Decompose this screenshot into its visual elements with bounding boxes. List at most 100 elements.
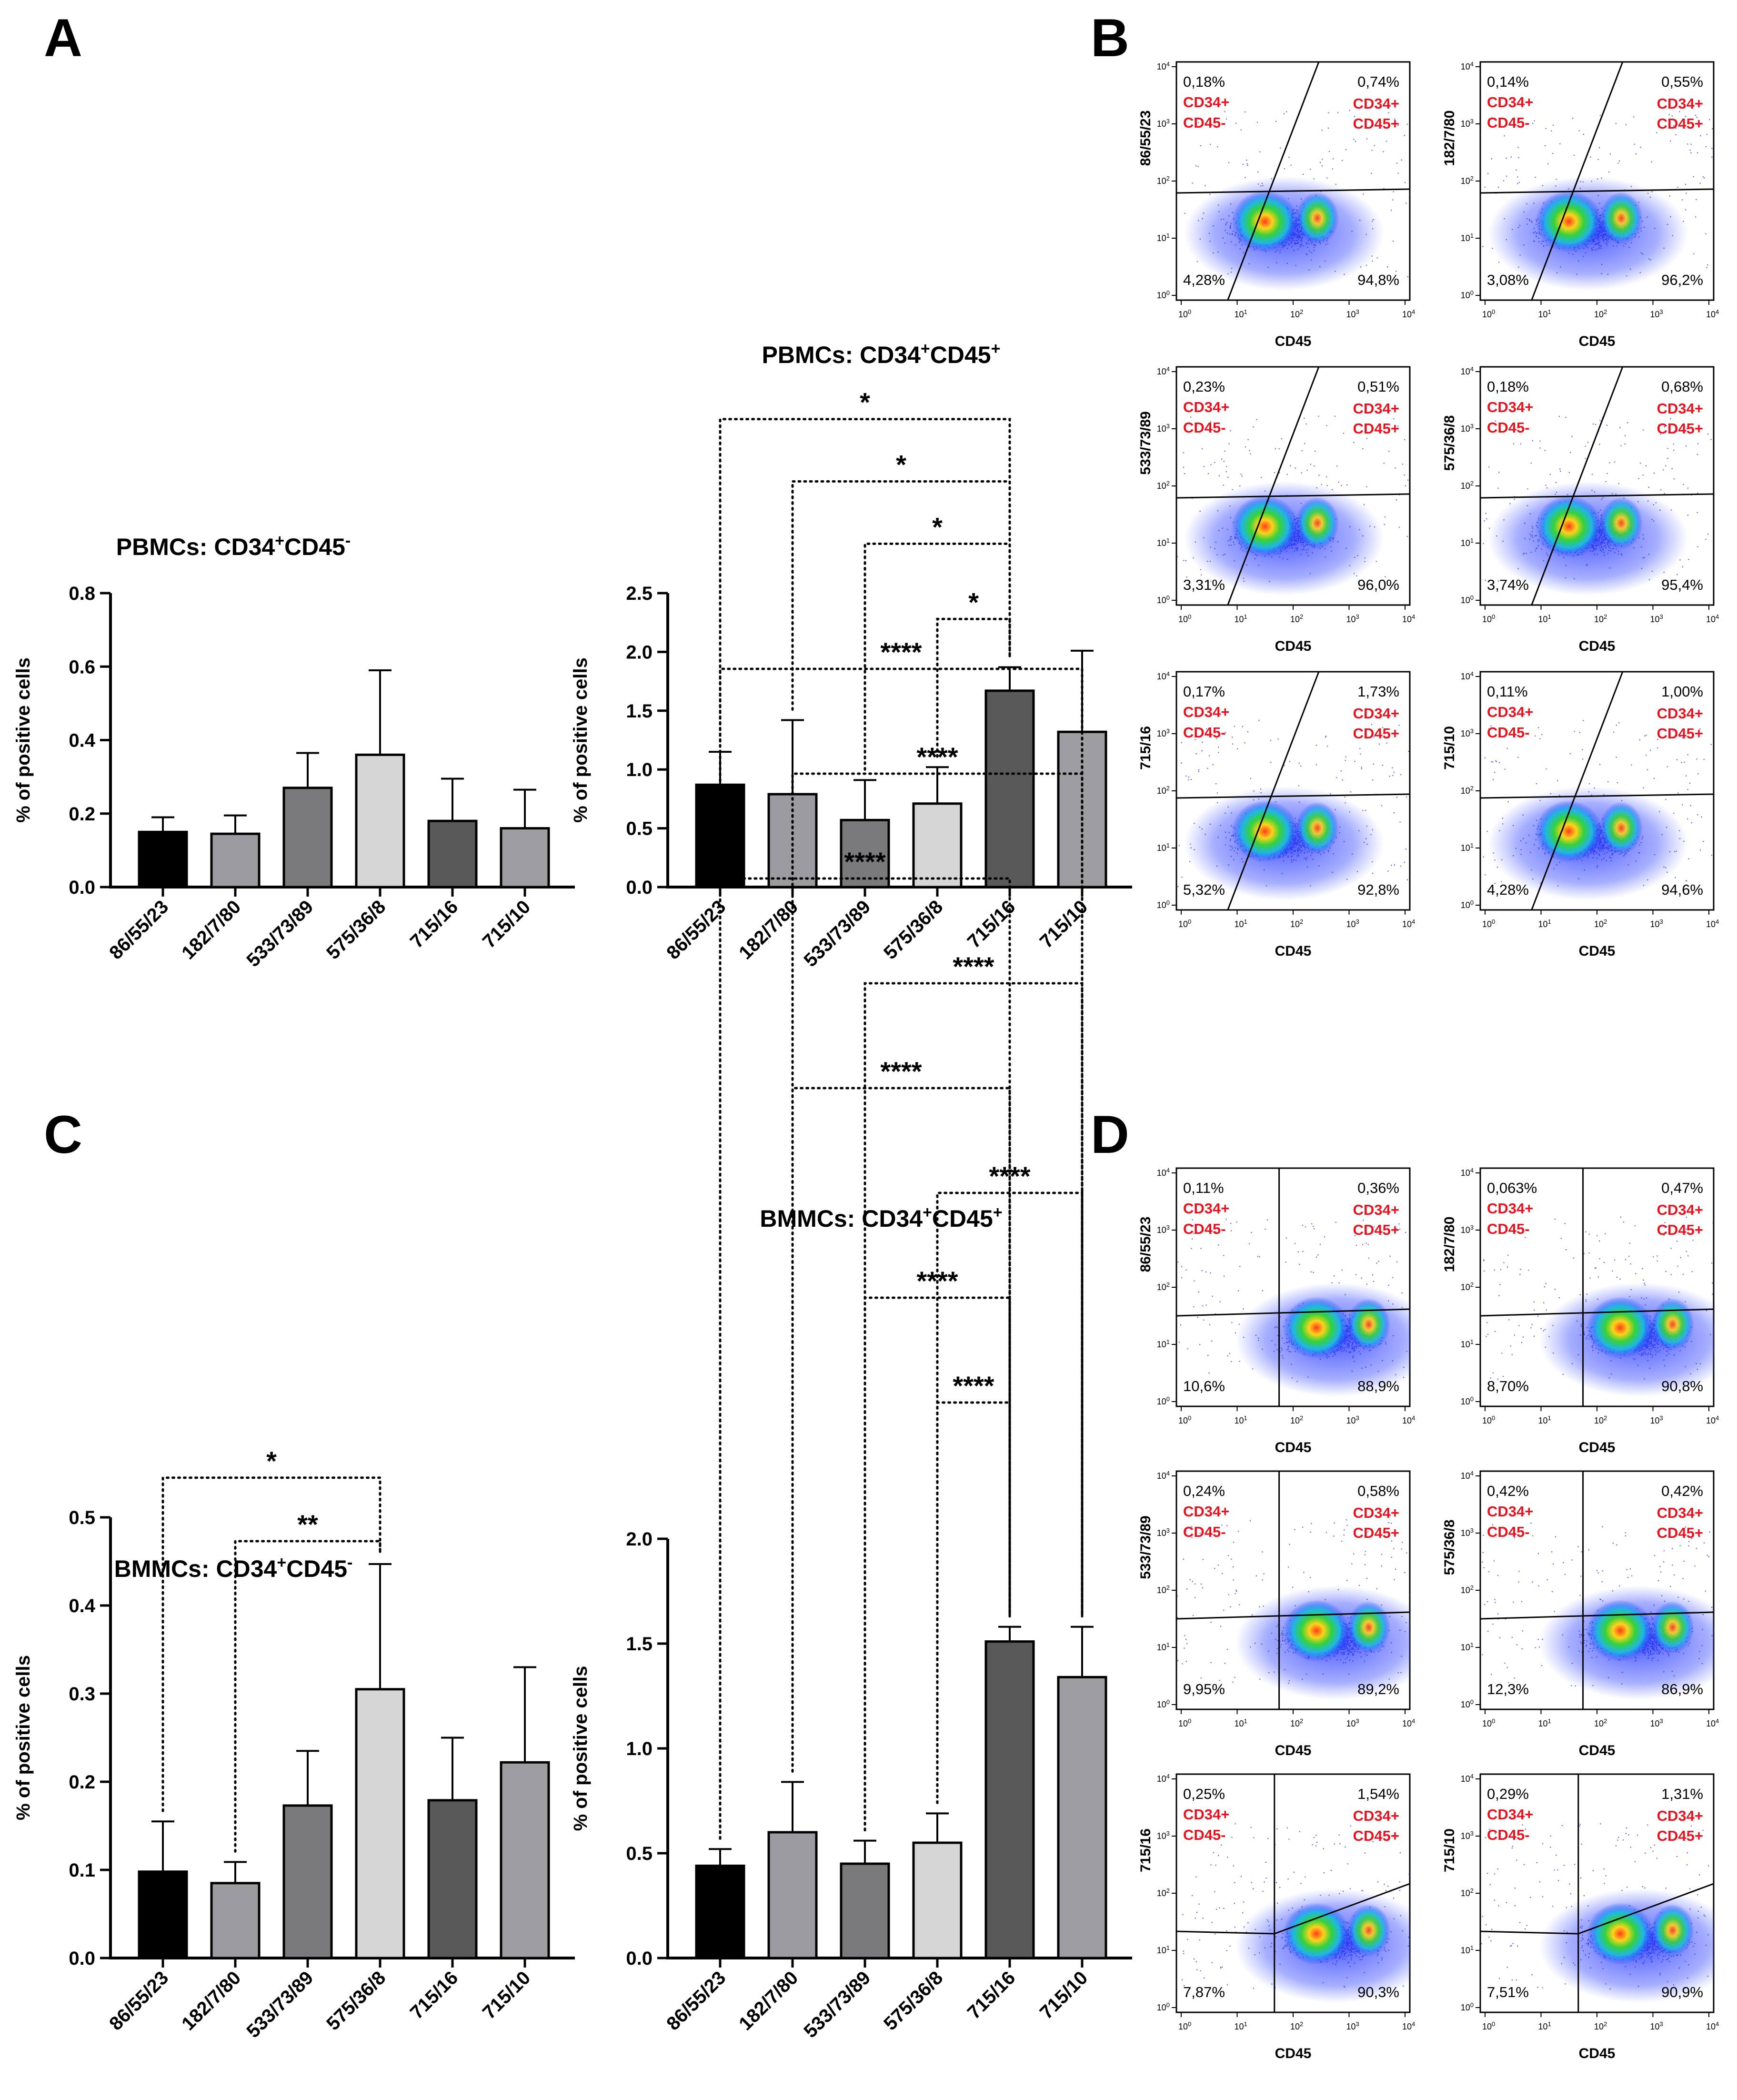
quadrant-ul-percent: 0,14%: [1487, 73, 1529, 90]
quadrant-ur-percent: 1,31%: [1661, 1786, 1703, 1802]
y-decade-exponent: 4: [1166, 670, 1170, 677]
title-sup: +: [993, 1203, 1003, 1222]
y-decade-exponent: 0: [1166, 1395, 1170, 1403]
x-decade-exponent: 2: [1300, 613, 1303, 620]
y-decade-exponent: 2: [1470, 175, 1474, 182]
x-decade-label: 102: [1290, 1414, 1303, 1426]
marker-label: CD45+: [1657, 1827, 1703, 1844]
significance-label: ****: [916, 1266, 958, 1296]
dense-population: [1536, 800, 1602, 862]
x-decade-exponent: 0: [1188, 1414, 1191, 1422]
y-decade-exponent: 3: [1470, 118, 1474, 125]
gate-vertical: [1531, 61, 1624, 301]
bar: [840, 818, 890, 888]
x-decade-exponent: 2: [1604, 613, 1607, 620]
x-axis-label: CD45: [1275, 1440, 1312, 1455]
secondary-population: [1296, 802, 1339, 854]
significance-label: ****: [989, 1161, 1030, 1191]
x-decade-label: 100: [1482, 1717, 1495, 1729]
y-decade-exponent: 1: [1166, 232, 1170, 239]
marker-label: CD45+: [1353, 1525, 1399, 1541]
scatter-points: [1483, 720, 1712, 900]
marker-label: CD34+: [1487, 399, 1533, 415]
quadrant-ul-percent: 0,25%: [1183, 1786, 1225, 1802]
title-part: CD45: [286, 1555, 347, 1582]
title-sup: +: [277, 1554, 286, 1572]
x-decade-exponent: 4: [1716, 613, 1719, 620]
y-tick-label: 2.0: [626, 1529, 653, 1550]
secondary-population: [1600, 802, 1643, 854]
gate-vertical: [1531, 366, 1624, 606]
x-decade-label: 101: [1235, 918, 1247, 929]
x-tick-label: 715/10: [479, 1967, 535, 2023]
x-tick-label: 86/55/23: [105, 1967, 172, 2034]
marker-label: CD34+: [1657, 400, 1703, 417]
y-tick-label: 0.5: [626, 818, 653, 839]
secondary-population: [1600, 497, 1643, 549]
y-decade-label: 101: [1157, 842, 1170, 853]
x-decade-label: 103: [1346, 1717, 1359, 1729]
y-tick-label: 0.5: [626, 1843, 653, 1864]
gate-horizontal: [1176, 1308, 1410, 1317]
title-part: BMMCs: CD34: [760, 1205, 923, 1232]
x-tick-label: 715/10: [1036, 896, 1092, 952]
marker-label: CD45+: [1657, 1222, 1703, 1238]
x-axis-label: CD45: [1579, 1743, 1616, 1758]
x-decade-label: 103: [1650, 613, 1663, 625]
x-decade-exponent: 3: [1356, 1717, 1359, 1725]
x-decade-exponent: 4: [1412, 2020, 1415, 2028]
x-decade-label: 102: [1290, 613, 1303, 625]
y-decade-exponent: 0: [1470, 899, 1474, 906]
y-tick-label: 0.2: [69, 804, 95, 825]
y-decade-label: 101: [1461, 1944, 1474, 1956]
y-tick-label: 1.0: [626, 1738, 653, 1759]
y-decade-exponent: 3: [1470, 1830, 1474, 1837]
y-decade-exponent: 0: [1166, 594, 1170, 601]
marker-label: CD34+: [1353, 1504, 1399, 1521]
y-decade-exponent: 0: [1470, 1395, 1474, 1403]
marker-label: CD34+: [1657, 95, 1703, 112]
title-sup: -: [345, 532, 351, 550]
y-decade-exponent: 2: [1470, 480, 1474, 487]
x-decade-label: 102: [1290, 2020, 1303, 2032]
sample-label: 715/16: [1138, 1828, 1154, 1872]
bar: [138, 1870, 188, 1959]
y-decade-exponent: 2: [1470, 1584, 1474, 1591]
flow-plot: 0,17% 1,73% 5,32% 92,8% CD34+ CD45- CD34+ CD45+…: [1138, 670, 1415, 959]
quadrant-ur-percent: 0,47%: [1661, 1180, 1703, 1196]
quadrant-ul-percent: 0,11%: [1183, 1180, 1224, 1196]
x-tick-label: 533/73/89: [800, 896, 874, 971]
y-decade-label: 104: [1461, 1470, 1474, 1481]
x-decade-label: 100: [1482, 918, 1495, 929]
x-tick-label: 533/73/89: [800, 1967, 874, 2042]
gate-horizontal: [1480, 1308, 1714, 1317]
y-decade-label: 102: [1461, 1887, 1474, 1898]
x-decade-exponent: 0: [1492, 613, 1495, 620]
quadrant-ur-percent: 0,51%: [1357, 378, 1399, 395]
gate-horizontal: [1480, 1611, 1714, 1620]
y-tick-label: 0.0: [626, 1948, 653, 1969]
marker-label: CD45-: [1487, 1524, 1530, 1540]
significance-label: *: [266, 1446, 277, 1476]
y-decade-label: 100: [1157, 1698, 1170, 1710]
y-decade-exponent: 2: [1470, 785, 1474, 792]
y-decade-label: 102: [1461, 1281, 1474, 1292]
bar: [282, 1804, 333, 1959]
sample-label: 86/55/23: [1138, 111, 1154, 166]
y-decade-exponent: 0: [1166, 1698, 1170, 1706]
secondary-population: [1651, 1904, 1694, 1957]
y-decade-label: 103: [1461, 118, 1474, 129]
y-decade-label: 101: [1461, 1338, 1474, 1350]
x-tick-label: 533/73/89: [242, 896, 317, 971]
x-decade-label: 101: [1235, 613, 1247, 625]
gate-vertical: [1227, 61, 1320, 301]
y-decade-exponent: 4: [1166, 1167, 1170, 1174]
significance-label: ****: [916, 742, 958, 772]
quadrant-ur-percent: 0,74%: [1357, 73, 1399, 90]
y-decade-label: 104: [1157, 1773, 1170, 1784]
quadrant-lr-percent: 89,2%: [1357, 1681, 1399, 1697]
x-axis-label: CD45: [1275, 638, 1312, 654]
y-decade-label: 100: [1157, 1395, 1170, 1407]
scatter-points: [1177, 415, 1409, 596]
gate-horizontal: [1480, 793, 1714, 799]
